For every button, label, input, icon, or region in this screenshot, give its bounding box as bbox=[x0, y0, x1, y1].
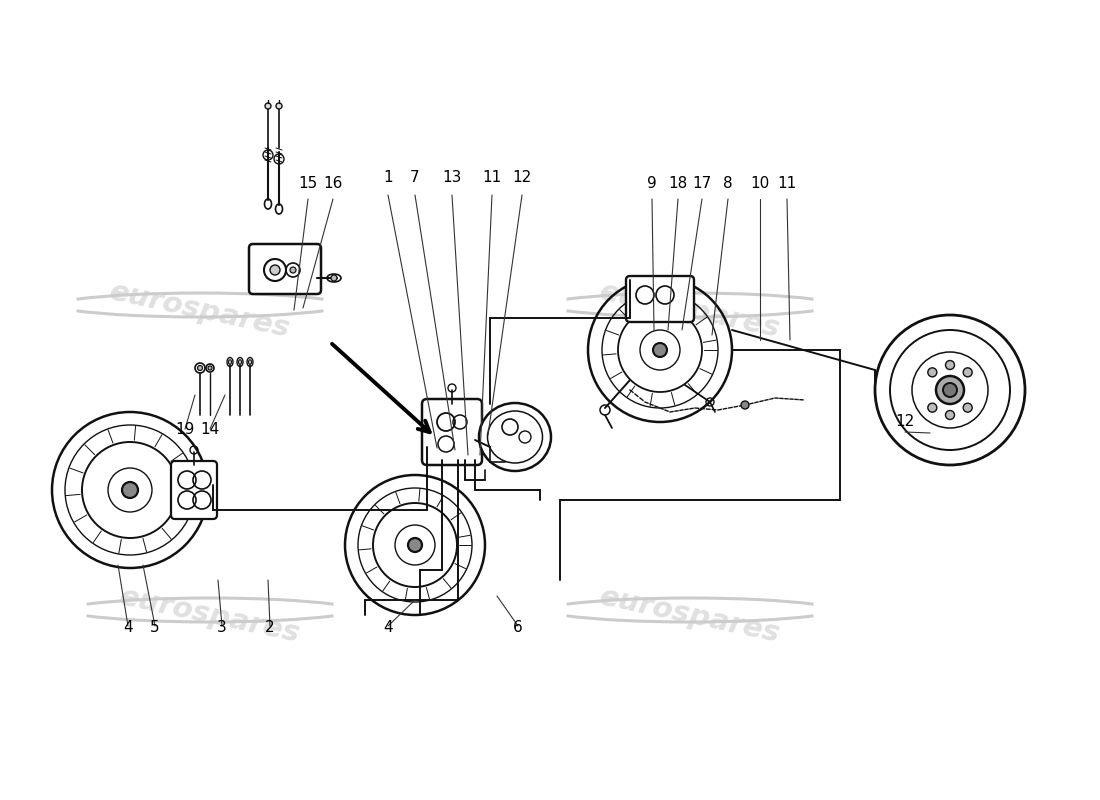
Circle shape bbox=[936, 376, 964, 404]
Text: 11: 11 bbox=[778, 175, 796, 190]
FancyBboxPatch shape bbox=[170, 461, 217, 519]
Text: 2: 2 bbox=[265, 621, 275, 635]
Circle shape bbox=[198, 366, 202, 370]
Text: eurospares: eurospares bbox=[597, 277, 783, 343]
Text: 13: 13 bbox=[442, 170, 462, 186]
Text: 3: 3 bbox=[217, 621, 227, 635]
Circle shape bbox=[927, 403, 937, 412]
Text: eurospares: eurospares bbox=[107, 277, 293, 343]
Text: eurospares: eurospares bbox=[597, 582, 783, 648]
Text: 5: 5 bbox=[151, 621, 160, 635]
Text: 16: 16 bbox=[323, 175, 343, 190]
Ellipse shape bbox=[249, 360, 252, 364]
Text: eurospares: eurospares bbox=[117, 582, 302, 648]
Circle shape bbox=[927, 368, 937, 377]
FancyBboxPatch shape bbox=[626, 276, 694, 322]
Ellipse shape bbox=[478, 403, 551, 471]
Text: 6: 6 bbox=[513, 621, 522, 635]
Ellipse shape bbox=[239, 360, 242, 364]
Circle shape bbox=[964, 368, 972, 377]
Circle shape bbox=[964, 403, 972, 412]
Text: 14: 14 bbox=[200, 422, 220, 438]
Circle shape bbox=[943, 383, 957, 397]
Circle shape bbox=[208, 366, 212, 370]
Text: 9: 9 bbox=[647, 175, 657, 190]
Text: 18: 18 bbox=[669, 175, 688, 190]
Text: 4: 4 bbox=[123, 621, 133, 635]
Text: 7: 7 bbox=[410, 170, 420, 186]
Text: 8: 8 bbox=[723, 175, 733, 190]
Circle shape bbox=[331, 275, 337, 281]
Circle shape bbox=[946, 410, 955, 419]
Circle shape bbox=[653, 343, 667, 357]
Text: 12: 12 bbox=[513, 170, 531, 186]
Text: 17: 17 bbox=[692, 175, 712, 190]
Text: 4: 4 bbox=[383, 621, 393, 635]
Circle shape bbox=[270, 265, 280, 275]
Text: 12: 12 bbox=[895, 414, 914, 430]
Circle shape bbox=[122, 482, 138, 498]
FancyBboxPatch shape bbox=[249, 244, 321, 294]
FancyBboxPatch shape bbox=[422, 399, 482, 465]
Ellipse shape bbox=[229, 360, 231, 364]
Circle shape bbox=[290, 267, 296, 273]
Text: 1: 1 bbox=[383, 170, 393, 186]
Text: 10: 10 bbox=[750, 175, 770, 190]
Circle shape bbox=[276, 103, 282, 109]
Circle shape bbox=[265, 103, 271, 109]
Circle shape bbox=[741, 401, 749, 409]
Text: 19: 19 bbox=[175, 422, 195, 438]
Circle shape bbox=[946, 361, 955, 370]
Circle shape bbox=[408, 538, 422, 552]
Text: 11: 11 bbox=[483, 170, 502, 186]
Text: 15: 15 bbox=[298, 175, 318, 190]
